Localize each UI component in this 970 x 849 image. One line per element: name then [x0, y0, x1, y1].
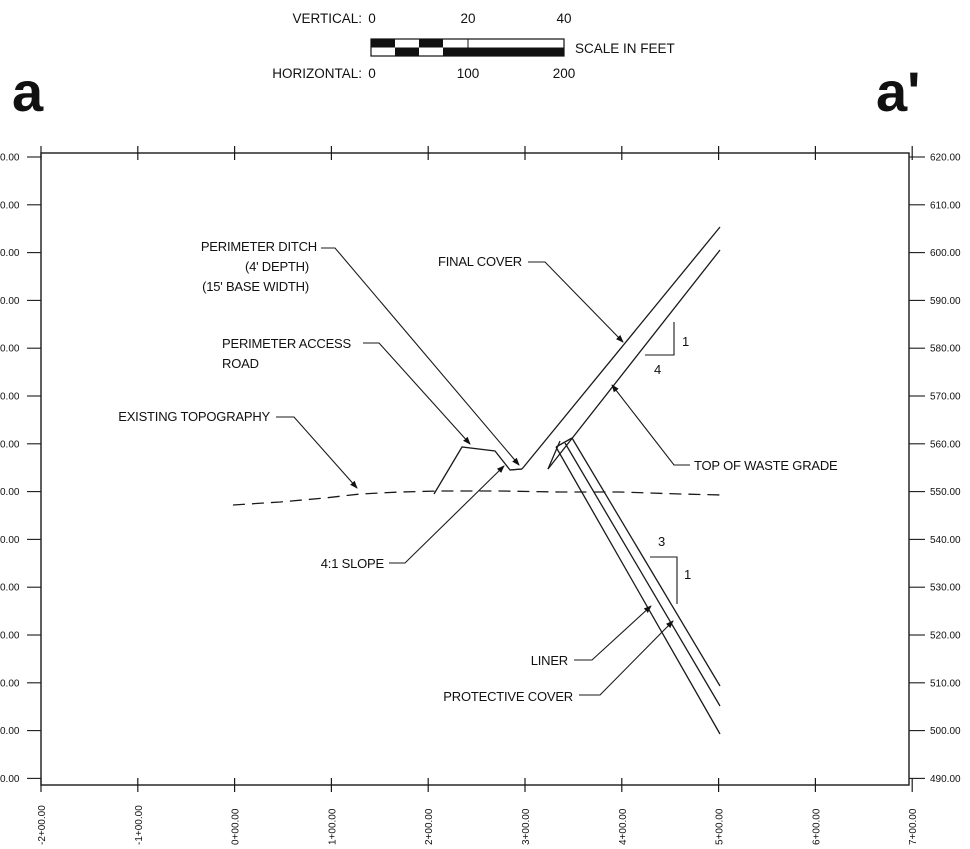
perimeter-ditch-depth: (4' DEPTH) — [245, 259, 309, 274]
section-start-label: a — [12, 60, 44, 123]
scale-bar: VERTICAL: 0 20 40 SCALE IN FEET HORIZONT… — [272, 11, 675, 81]
x-tick-label: 1+00.00 — [327, 808, 338, 845]
vertical-tick-40: 40 — [556, 11, 571, 26]
liner-label: LINER — [531, 653, 568, 668]
y-tick-label-left: 0.00 — [0, 296, 20, 307]
top-of-waste-label: TOP OF WASTE GRADE — [694, 458, 838, 473]
lower-slope-rise: 1 — [684, 567, 691, 582]
ditch-base — [509, 468, 523, 471]
top-of-waste-surface — [547, 249, 721, 470]
drawing-frame — [40, 152, 910, 786]
upper-slope-indicator: 1 4 — [645, 322, 689, 377]
liner-line-2 — [564, 442, 721, 707]
y-tick-label-right: 570.00 — [930, 392, 961, 403]
y-tick-label-right: 610.00 — [930, 200, 961, 211]
y-tick-label-left: 0.00 — [0, 200, 20, 211]
y-tick-label-left: 0.00 — [0, 439, 20, 450]
y-tick-label-right: 490.00 — [930, 774, 961, 785]
y-tick-label-left: 0.00 — [0, 344, 20, 355]
y-tick-label-left: 0.00 — [0, 153, 20, 164]
perimeter-ditch-label: PERIMETER DITCH — [201, 239, 317, 254]
y-axis: 620.00 0.00 610.00 0.00 600.00 0.00 590.00 0.00… — [0, 153, 961, 785]
callout-liner: LINER — [531, 605, 652, 668]
x-tick-label: 2+00.00 — [424, 808, 435, 845]
callout-existing-topography: EXISTING TOPOGRAPHY — [118, 409, 358, 489]
y-tick-label-left: 0.00 — [0, 678, 20, 689]
y-tick-label-right: 590.00 — [930, 296, 961, 307]
liner-line-1 — [555, 446, 721, 735]
x-tick-label: 4+00.00 — [618, 808, 629, 845]
y-tick-label-left: 0.00 — [0, 726, 20, 737]
lower-slope-indicator: 3 1 — [650, 534, 691, 604]
upper-slope-run: 4 — [654, 362, 661, 377]
scale-units-label: SCALE IN FEET — [575, 41, 675, 56]
callout-perimeter-ditch: PERIMETER DITCH (4' DEPTH) (15' BASE WID… — [201, 239, 520, 466]
horizontal-tick-200: 200 — [553, 66, 576, 81]
section-end-label: a' — [876, 60, 920, 123]
y-tick-label-right: 600.00 — [930, 248, 961, 259]
y-tick-label-right: 620.00 — [930, 153, 961, 164]
final-cover-surface — [521, 226, 721, 470]
protective-cover-line — [571, 437, 721, 687]
x-tick-label: 0+00.00 — [231, 808, 242, 845]
lower-slope-run: 3 — [658, 534, 665, 549]
ditch-and-road-profile — [433, 446, 523, 495]
y-tick-label-right: 500.00 — [930, 726, 961, 737]
y-tick-label-right: 530.00 — [930, 583, 961, 594]
vertical-scale-label: VERTICAL: — [292, 11, 362, 26]
y-tick-label-right: 580.00 — [930, 344, 961, 355]
callout-protective-cover: PROTECTIVE COVER — [443, 620, 674, 704]
y-tick-label-left: 0.00 — [0, 535, 20, 546]
x-tick-label: -2+00.00 — [37, 805, 48, 845]
y-tick-label-left: 0.00 — [0, 774, 20, 785]
x-tick-label: -1+00.00 — [134, 805, 145, 845]
y-tick-label-left: 0.00 — [0, 248, 20, 259]
existing-topography-label: EXISTING TOPOGRAPHY — [118, 409, 270, 424]
y-tick-label-right: 510.00 — [930, 678, 961, 689]
vertical-tick-20: 20 — [460, 11, 475, 26]
y-tick-label-left: 0.00 — [0, 487, 20, 498]
y-tick-label-right: 540.00 — [930, 535, 961, 546]
access-road-label-1: PERIMETER ACCESS — [222, 336, 352, 351]
liner-top-cap — [555, 437, 573, 448]
upper-slope-rise: 1 — [682, 334, 689, 349]
access-road-label-2: ROAD — [222, 356, 259, 371]
protective-cover-label: PROTECTIVE COVER — [443, 689, 573, 704]
y-tick-label-right: 520.00 — [930, 631, 961, 642]
slope-4to1-label: 4:1 SLOPE — [321, 556, 385, 571]
final-cover-label: FINAL COVER — [438, 254, 522, 269]
x-axis: -2+00.00 -1+00.00 0+00.00 1+00.00 2+00.00 3+0… — [37, 146, 919, 845]
vertical-tick-0: 0 — [368, 11, 376, 26]
horizontal-tick-0: 0 — [368, 66, 376, 81]
perimeter-ditch-width: (15' BASE WIDTH) — [202, 279, 309, 294]
y-tick-label-left: 0.00 — [0, 392, 20, 403]
callout-final-cover: FINAL COVER — [438, 254, 624, 343]
y-tick-label-right: 560.00 — [930, 439, 961, 450]
y-tick-label-left: 0.00 — [0, 583, 20, 594]
horizontal-tick-100: 100 — [457, 66, 480, 81]
existing-topography-line — [232, 490, 723, 506]
horizontal-scale-label: HORIZONTAL: — [272, 66, 362, 81]
callout-access-road: PERIMETER ACCESS ROAD — [222, 336, 471, 445]
scale-bar-pattern — [371, 39, 564, 56]
x-tick-label: 5+00.00 — [715, 808, 726, 845]
x-tick-label: 3+00.00 — [521, 808, 532, 845]
x-tick-label: 6+00.00 — [811, 808, 822, 845]
y-tick-label-right: 550.00 — [930, 487, 961, 498]
callout-4to1-slope: 4:1 SLOPE — [321, 465, 505, 571]
callout-top-of-waste: TOP OF WASTE GRADE — [611, 384, 838, 473]
x-tick-label: 7+00.00 — [908, 808, 919, 845]
y-tick-label-left: 0.00 — [0, 631, 20, 642]
